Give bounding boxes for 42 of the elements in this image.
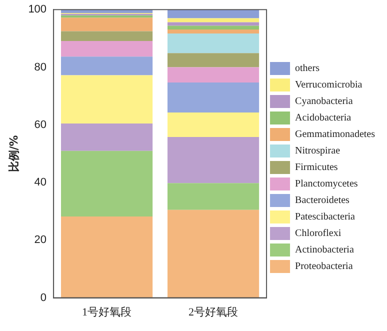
y-tick-label: 0 bbox=[40, 292, 47, 304]
legend-label: Verrucomicrobia bbox=[295, 80, 363, 91]
bar bbox=[167, 183, 260, 210]
x-tick-label: 1号好氧段 bbox=[82, 306, 132, 318]
legend-label: Nitrospirae bbox=[295, 146, 341, 157]
legend-label: others bbox=[295, 63, 320, 74]
y-tick-label: 40 bbox=[34, 176, 47, 189]
bar bbox=[167, 29, 260, 34]
bar bbox=[167, 82, 260, 112]
legend-label: Actinobacteria bbox=[295, 244, 354, 256]
bar bbox=[167, 53, 260, 68]
bar bbox=[61, 18, 153, 32]
bar bbox=[167, 26, 260, 30]
bar bbox=[61, 56, 153, 76]
bar bbox=[167, 10, 260, 18]
legend-label: Firmicutes bbox=[295, 162, 338, 174]
bar bbox=[61, 216, 153, 298]
legend-label: Cyanobacteria bbox=[295, 96, 354, 108]
legend-label: Proteobacteria bbox=[295, 261, 354, 272]
bar bbox=[167, 67, 260, 83]
y-tick-label: 100 bbox=[28, 4, 47, 16]
legend-label: Chloroflexi bbox=[295, 228, 342, 240]
y-tick-label: 80 bbox=[34, 61, 47, 74]
bar bbox=[167, 136, 260, 184]
legend-label: Gemmatimonadetes bbox=[295, 129, 376, 140]
bar bbox=[61, 75, 153, 124]
bar bbox=[167, 18, 260, 22]
bar bbox=[61, 31, 153, 42]
x-tick-label: 2号好氧段 bbox=[188, 306, 238, 318]
legend-label: Patescibacteria bbox=[295, 212, 356, 223]
y-axis-title: 比例/% bbox=[7, 135, 20, 172]
legend-label: Bacteroidetes bbox=[295, 195, 350, 206]
y-tick-label: 20 bbox=[34, 234, 47, 246]
legend-label: Planctomycetes bbox=[295, 178, 358, 190]
legend-label: Acidobacteria bbox=[295, 112, 352, 124]
bar bbox=[61, 150, 153, 217]
bar bbox=[61, 123, 153, 151]
bar bbox=[167, 34, 260, 54]
bar bbox=[61, 41, 153, 57]
y-tick-label: 60 bbox=[34, 118, 47, 131]
bar bbox=[167, 210, 260, 298]
bar bbox=[167, 112, 260, 137]
